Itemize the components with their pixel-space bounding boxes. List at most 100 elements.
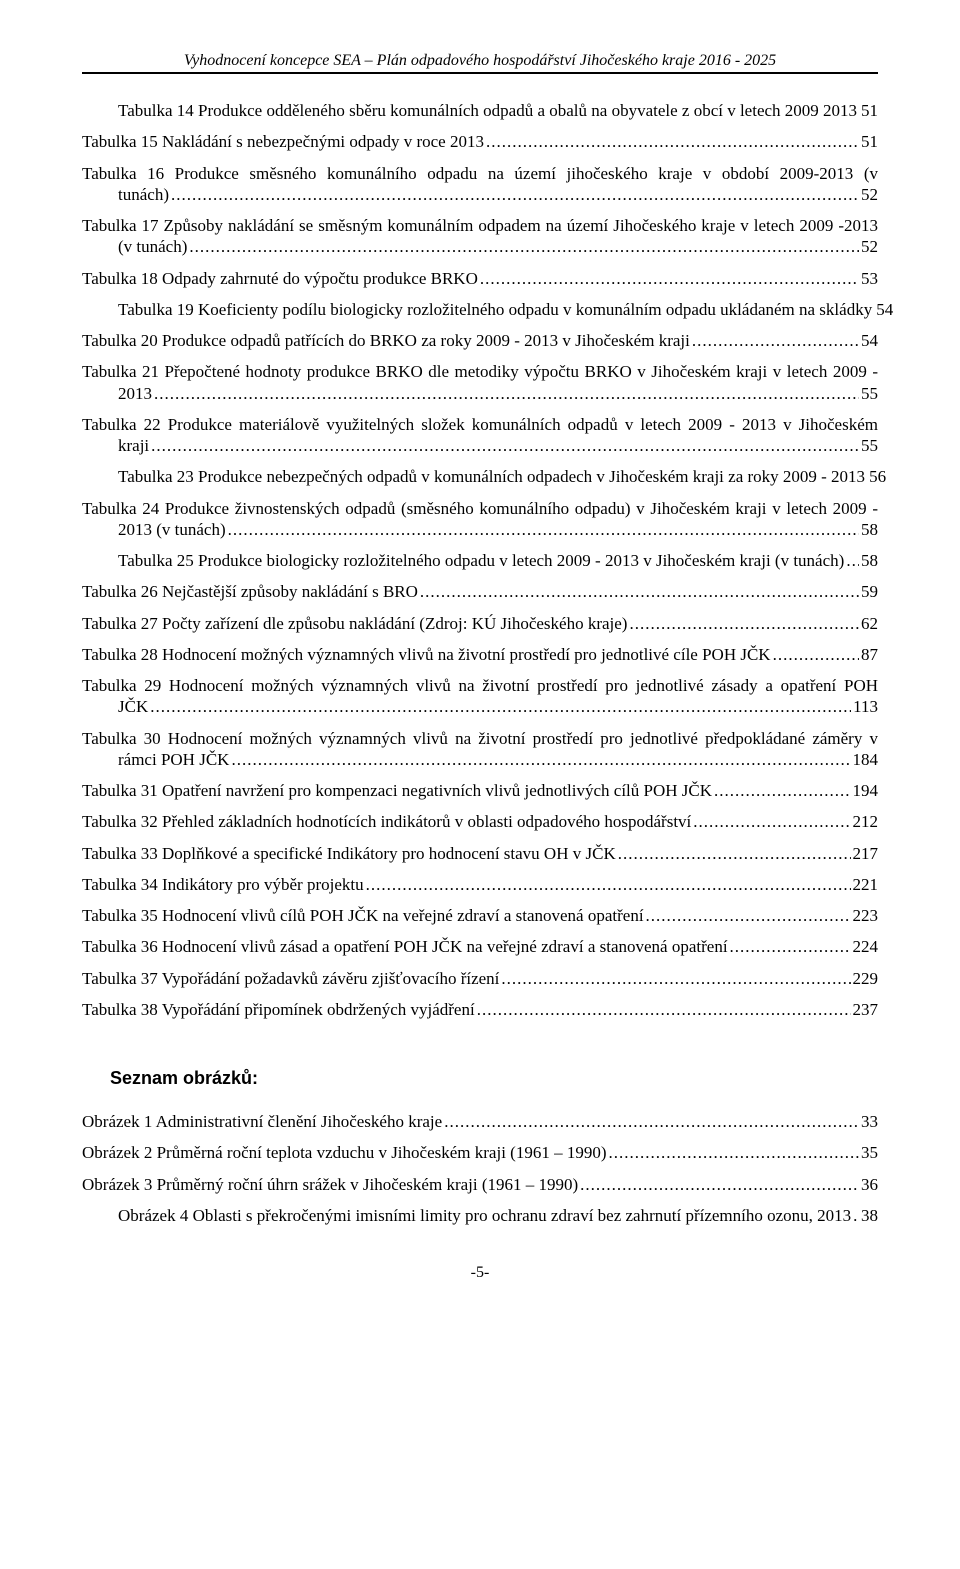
toc-entry-title: Tabulka 17 Způsoby nakládání se směsným … [82, 215, 878, 236]
toc-entry-title: Tabulka 24 Produkce živnostenských odpad… [82, 498, 878, 519]
toc-entry-page: 87 [861, 644, 878, 665]
toc-entry-title: Tabulka 26 Nejčastější způsoby nakládání… [82, 581, 418, 602]
toc-entry: Tabulka 38 Vypořádání připomínek obdržen… [82, 999, 878, 1020]
toc-entry: Tabulka 15 Nakládání s nebezpečnými odpa… [82, 131, 878, 152]
toc-entry-title: Tabulka 25 Produkce biologicky rozložite… [118, 550, 844, 571]
toc-entry-title: Tabulka 30 Hodnocení možných významných … [82, 728, 878, 749]
toc-entry-page: 53 [861, 268, 878, 289]
toc-list-obrazky: Obrázek 1 Administrativní členění Jihoče… [82, 1111, 878, 1226]
toc-entry-title: Tabulka 31 Opatření navržení pro kompenz… [82, 780, 712, 801]
toc-entry: Tabulka 36 Hodnocení vlivů zásad a opatř… [82, 936, 878, 957]
toc-entry: Tabulka 32 Přehled základních hodnotícíc… [82, 811, 878, 832]
toc-entry-page: 229 [853, 968, 879, 989]
toc-leader [609, 1142, 860, 1163]
toc-entry: Tabulka 24 Produkce živnostenských odpad… [82, 498, 878, 541]
section-heading-obrazky: Seznam obrázků: [82, 1068, 878, 1089]
toc-entry: Tabulka 16 Produkce směsného komunálního… [82, 163, 878, 206]
toc-entry: Obrázek 3 Průměrný roční úhrn srážek v J… [82, 1174, 878, 1195]
toc-leader [580, 1174, 859, 1195]
toc-entry: Obrázek 2 Průměrná roční teplota vzduchu… [82, 1142, 878, 1163]
toc-leader [189, 236, 859, 257]
toc-entry: Tabulka 17 Způsoby nakládání se směsným … [82, 215, 878, 258]
toc-entry: Tabulka 30 Hodnocení možných významných … [82, 728, 878, 771]
page-footer-number: -5- [82, 1264, 878, 1282]
toc-entry-title: 2013 (v tunách) [118, 519, 226, 540]
toc-entry-page: 38 [861, 1205, 878, 1226]
toc-entry-title: Tabulka 29 Hodnocení možných významných … [82, 675, 878, 696]
toc-entry-title: kraji [118, 435, 149, 456]
toc-entry: Tabulka 26 Nejčastější způsoby nakládání… [82, 581, 878, 602]
toc-entry-title: Tabulka 28 Hodnocení možných významných … [82, 644, 771, 665]
toc-leader [501, 968, 850, 989]
toc-entry: Tabulka 25 Produkce biologicky rozložite… [82, 550, 878, 571]
toc-leader [151, 435, 859, 456]
toc-entry: Tabulka 23 Produkce nebezpečných odpadů … [82, 466, 878, 487]
toc-leader [228, 519, 859, 540]
toc-entry-title: Tabulka 38 Vypořádání připomínek obdržen… [82, 999, 475, 1020]
toc-entry-title: Obrázek 2 Průměrná roční teplota vzduchu… [82, 1142, 607, 1163]
toc-entry-page: 59 [861, 581, 878, 602]
toc-leader [629, 613, 859, 634]
toc-entry-page: 55 [861, 383, 878, 404]
toc-entry-page: 36 [861, 1174, 878, 1195]
toc-leader [646, 905, 851, 926]
toc-leader [692, 330, 859, 351]
toc-entry-title: Tabulka 36 Hodnocení vlivů zásad a opatř… [82, 936, 728, 957]
toc-entry-title: Tabulka 34 Indikátory pro výběr projektu [82, 874, 364, 895]
toc-entry-title: Obrázek 3 Průměrný roční úhrn srážek v J… [82, 1174, 578, 1195]
toc-entry-page: 184 [853, 749, 879, 770]
toc-entry: Tabulka 14 Produkce odděleného sběru kom… [82, 100, 878, 121]
toc-leader [853, 1205, 859, 1226]
toc-entry: Tabulka 20 Produkce odpadů patřících do … [82, 330, 878, 351]
toc-entry: Tabulka 27 Počty zařízení dle způsobu na… [82, 613, 878, 634]
toc-entry-title: Tabulka 23 Produkce nebezpečných odpadů … [118, 466, 865, 487]
toc-entry-page: 54 [861, 330, 878, 351]
toc-entry-page: 55 [861, 435, 878, 456]
toc-entry-title: Tabulka 32 Přehled základních hodnotícíc… [82, 811, 691, 832]
toc-entry-title: Tabulka 20 Produkce odpadů patřících do … [82, 330, 690, 351]
toc-entry-title: (v tunách) [118, 236, 187, 257]
toc-entry-title: Tabulka 15 Nakládání s nebezpečnými odpa… [82, 131, 484, 152]
toc-entry-title: Obrázek 4 Oblasti s překročenými imisním… [118, 1205, 851, 1226]
toc-entry: Tabulka 34 Indikátory pro výběr projektu… [82, 874, 878, 895]
toc-entry: Obrázek 4 Oblasti s překročenými imisním… [82, 1205, 878, 1226]
toc-leader [714, 780, 850, 801]
toc-leader [171, 184, 859, 205]
toc-entry: Tabulka 37 Vypořádání požadavků závěru z… [82, 968, 878, 989]
toc-leader [486, 131, 859, 152]
toc-entry-title: Tabulka 18 Odpady zahrnuté do výpočtu pr… [82, 268, 478, 289]
toc-entry-page: 52 [861, 184, 878, 205]
toc-entry-page: 217 [853, 843, 879, 864]
toc-leader [366, 874, 851, 895]
toc-entry-title: Tabulka 37 Vypořádání požadavků závěru z… [82, 968, 499, 989]
toc-entry-page: 224 [853, 936, 879, 957]
toc-list-tabulky: Tabulka 14 Produkce odděleného sběru kom… [82, 100, 878, 1020]
toc-entry-page: 33 [861, 1111, 878, 1132]
toc-leader [444, 1111, 859, 1132]
toc-entry-page: 194 [853, 780, 879, 801]
toc-entry-page: 221 [853, 874, 879, 895]
toc-entry-page: 223 [853, 905, 879, 926]
toc-entry-title: Obrázek 1 Administrativní členění Jihoče… [82, 1111, 442, 1132]
toc-entry-title: Tabulka 33 Doplňkové a specifické Indiká… [82, 843, 616, 864]
toc-entry: Tabulka 21 Přepočtené hodnoty produkce B… [82, 361, 878, 404]
toc-entry-page: 62 [861, 613, 878, 634]
toc-leader [477, 999, 851, 1020]
toc-entry-page: 51 [861, 131, 878, 152]
toc-entry-page: 35 [861, 1142, 878, 1163]
toc-entry-title: Tabulka 19 Koeficienty podílu biologicky… [118, 299, 872, 320]
toc-entry: Tabulka 29 Hodnocení možných významných … [82, 675, 878, 718]
toc-entry: Tabulka 31 Opatření navržení pro kompenz… [82, 780, 878, 801]
page-header: Vyhodnocení koncepce SEA – Plán odpadové… [82, 52, 878, 74]
toc-entry: Tabulka 28 Hodnocení možných významných … [82, 644, 878, 665]
toc-leader [231, 749, 850, 770]
toc-leader [154, 383, 859, 404]
toc-entry-page: 56 [869, 466, 886, 487]
toc-entry: Tabulka 22 Produkce materiálově využitel… [82, 414, 878, 457]
toc-entry-title: Tabulka 14 Produkce odděleného sběru kom… [118, 100, 857, 121]
toc-entry-title: rámci POH JČK [118, 749, 229, 770]
toc-leader [420, 581, 859, 602]
toc-entry-page: 58 [861, 550, 878, 571]
toc-entry-title: Tabulka 16 Produkce směsného komunálního… [82, 163, 878, 184]
toc-entry-title: Tabulka 35 Hodnocení vlivů cílů POH JČK … [82, 905, 644, 926]
